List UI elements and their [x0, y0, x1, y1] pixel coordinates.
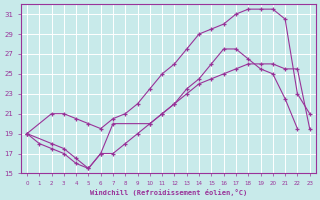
X-axis label: Windchill (Refroidissement éolien,°C): Windchill (Refroidissement éolien,°C): [90, 189, 247, 196]
